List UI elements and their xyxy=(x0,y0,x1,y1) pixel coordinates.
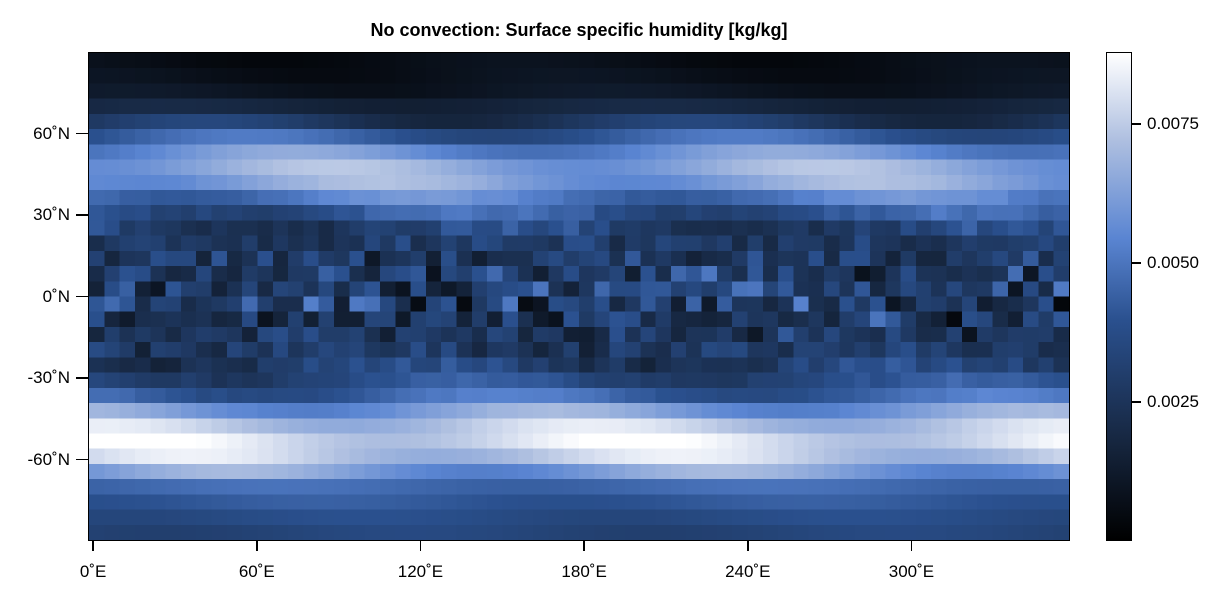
y-tick-label: 60˚N xyxy=(33,123,70,143)
colorbar xyxy=(1106,52,1132,541)
y-tick xyxy=(76,214,88,216)
x-tick xyxy=(910,541,913,551)
y-tick-label: 30˚N xyxy=(33,205,70,224)
heatmap-canvas xyxy=(89,53,1069,540)
colorbar-tick-label: 0.0025 xyxy=(1147,392,1199,412)
y-tick xyxy=(76,377,88,379)
x-tick-label: 120˚E xyxy=(397,562,444,581)
colorbar-tick xyxy=(1132,123,1141,125)
y-tick xyxy=(76,295,88,298)
x-tick xyxy=(583,541,585,551)
colorbar-tick xyxy=(1132,262,1141,264)
heatmap-plot-area xyxy=(88,52,1070,541)
colorbar-tick-label: 0.0075 xyxy=(1147,114,1199,134)
colorbar-tick-label: 0.0050 xyxy=(1147,253,1199,273)
x-tick-label: 0˚E xyxy=(79,562,107,581)
x-tick-label: 240˚E xyxy=(725,562,771,581)
chart-title: No convection: Surface specific humidity… xyxy=(370,20,788,40)
x-tick xyxy=(419,541,422,551)
x-tick xyxy=(256,541,258,551)
y-tick-label: -30˚N xyxy=(27,368,70,387)
colorbar-tick xyxy=(1132,401,1141,403)
y-tick-label: -60˚N xyxy=(27,449,70,469)
y-tick-label: 0˚N xyxy=(42,286,70,306)
x-tick-label: 180˚E xyxy=(561,562,607,581)
y-tick xyxy=(76,458,88,461)
x-tick xyxy=(92,541,94,551)
x-tick-label: 60˚E xyxy=(238,562,275,581)
y-tick xyxy=(76,132,88,135)
x-tick xyxy=(747,541,749,551)
x-tick-label: 300˚E xyxy=(888,562,935,581)
